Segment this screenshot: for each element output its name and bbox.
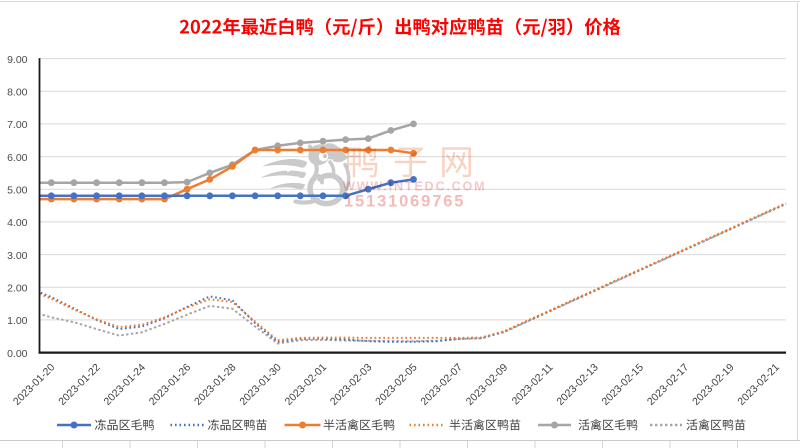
svg-text:3.00: 3.00 xyxy=(7,250,28,262)
svg-text:1.00: 1.00 xyxy=(7,315,28,327)
svg-text:6.00: 6.00 xyxy=(7,152,28,164)
svg-text:15131069765: 15131069765 xyxy=(344,193,465,211)
svg-text:9.00: 9.00 xyxy=(7,54,28,66)
svg-text:WWW.INTEDC.COM: WWW.INTEDC.COM xyxy=(343,180,486,194)
svg-text:0.00: 0.00 xyxy=(7,348,28,360)
svg-text:5.00: 5.00 xyxy=(7,184,28,196)
svg-text:7.00: 7.00 xyxy=(7,119,28,131)
svg-text:4.00: 4.00 xyxy=(7,217,28,229)
svg-text:8.00: 8.00 xyxy=(7,86,28,98)
svg-text:2.00: 2.00 xyxy=(7,283,28,295)
